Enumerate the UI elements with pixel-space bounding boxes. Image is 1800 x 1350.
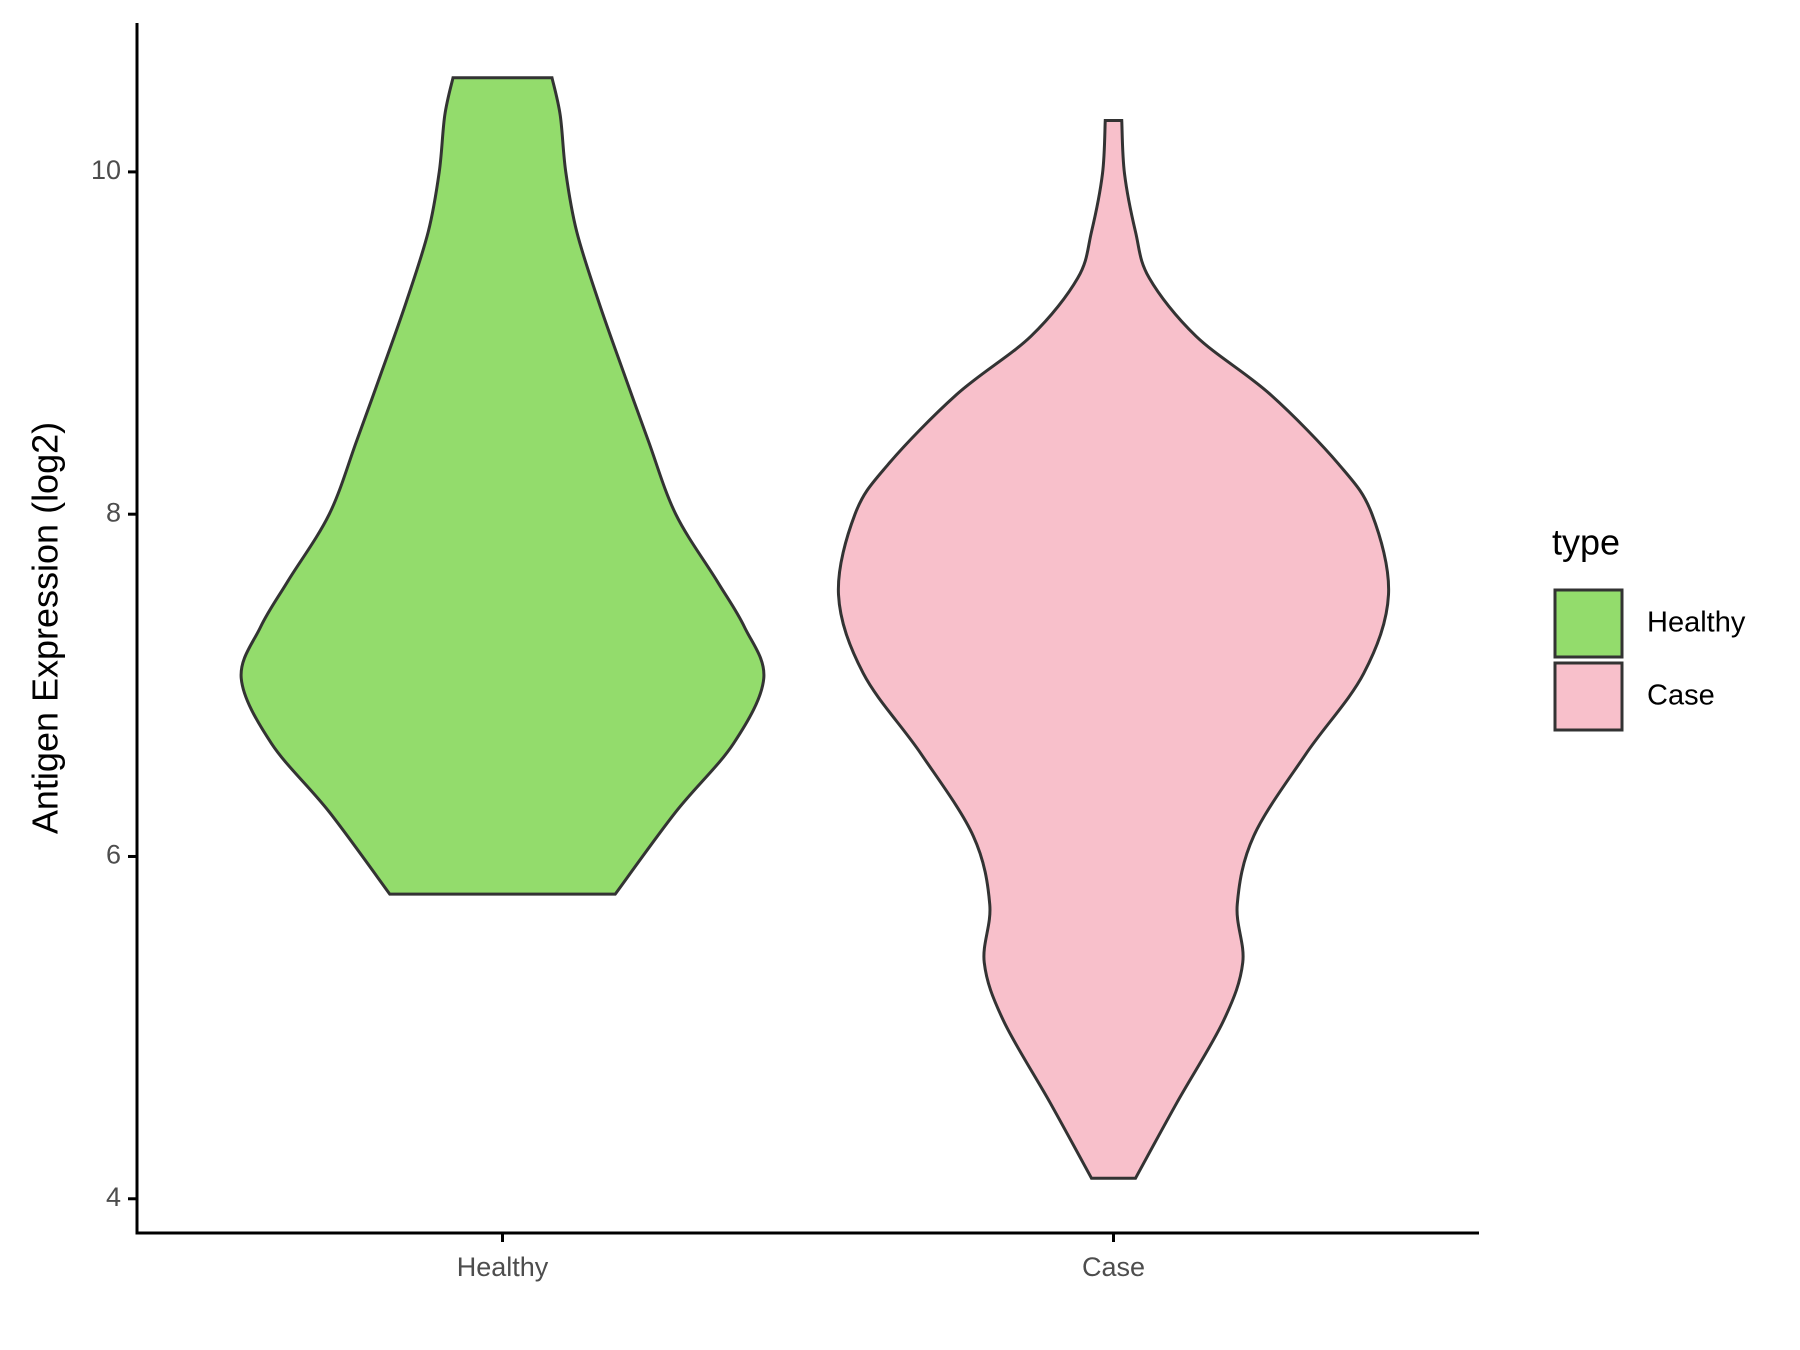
legend-key bbox=[1553, 661, 1624, 732]
legend-label: Healthy bbox=[1647, 607, 1746, 639]
violin bbox=[836, 119, 1391, 1180]
y-tick-label: 4 bbox=[106, 1182, 121, 1212]
y-tick-label: 6 bbox=[106, 840, 121, 870]
x-tick-label: Case bbox=[1082, 1252, 1145, 1282]
y-tick-label: 10 bbox=[91, 155, 121, 185]
y-axis-label: Antigen Expression (log2) bbox=[25, 422, 66, 834]
legend-title: type bbox=[1552, 522, 1620, 563]
violin bbox=[239, 76, 766, 896]
legend-label: Case bbox=[1647, 680, 1715, 712]
x-tick-label: Healthy bbox=[457, 1252, 549, 1282]
legend-key bbox=[1553, 588, 1624, 659]
y-tick-label: 8 bbox=[106, 497, 121, 527]
